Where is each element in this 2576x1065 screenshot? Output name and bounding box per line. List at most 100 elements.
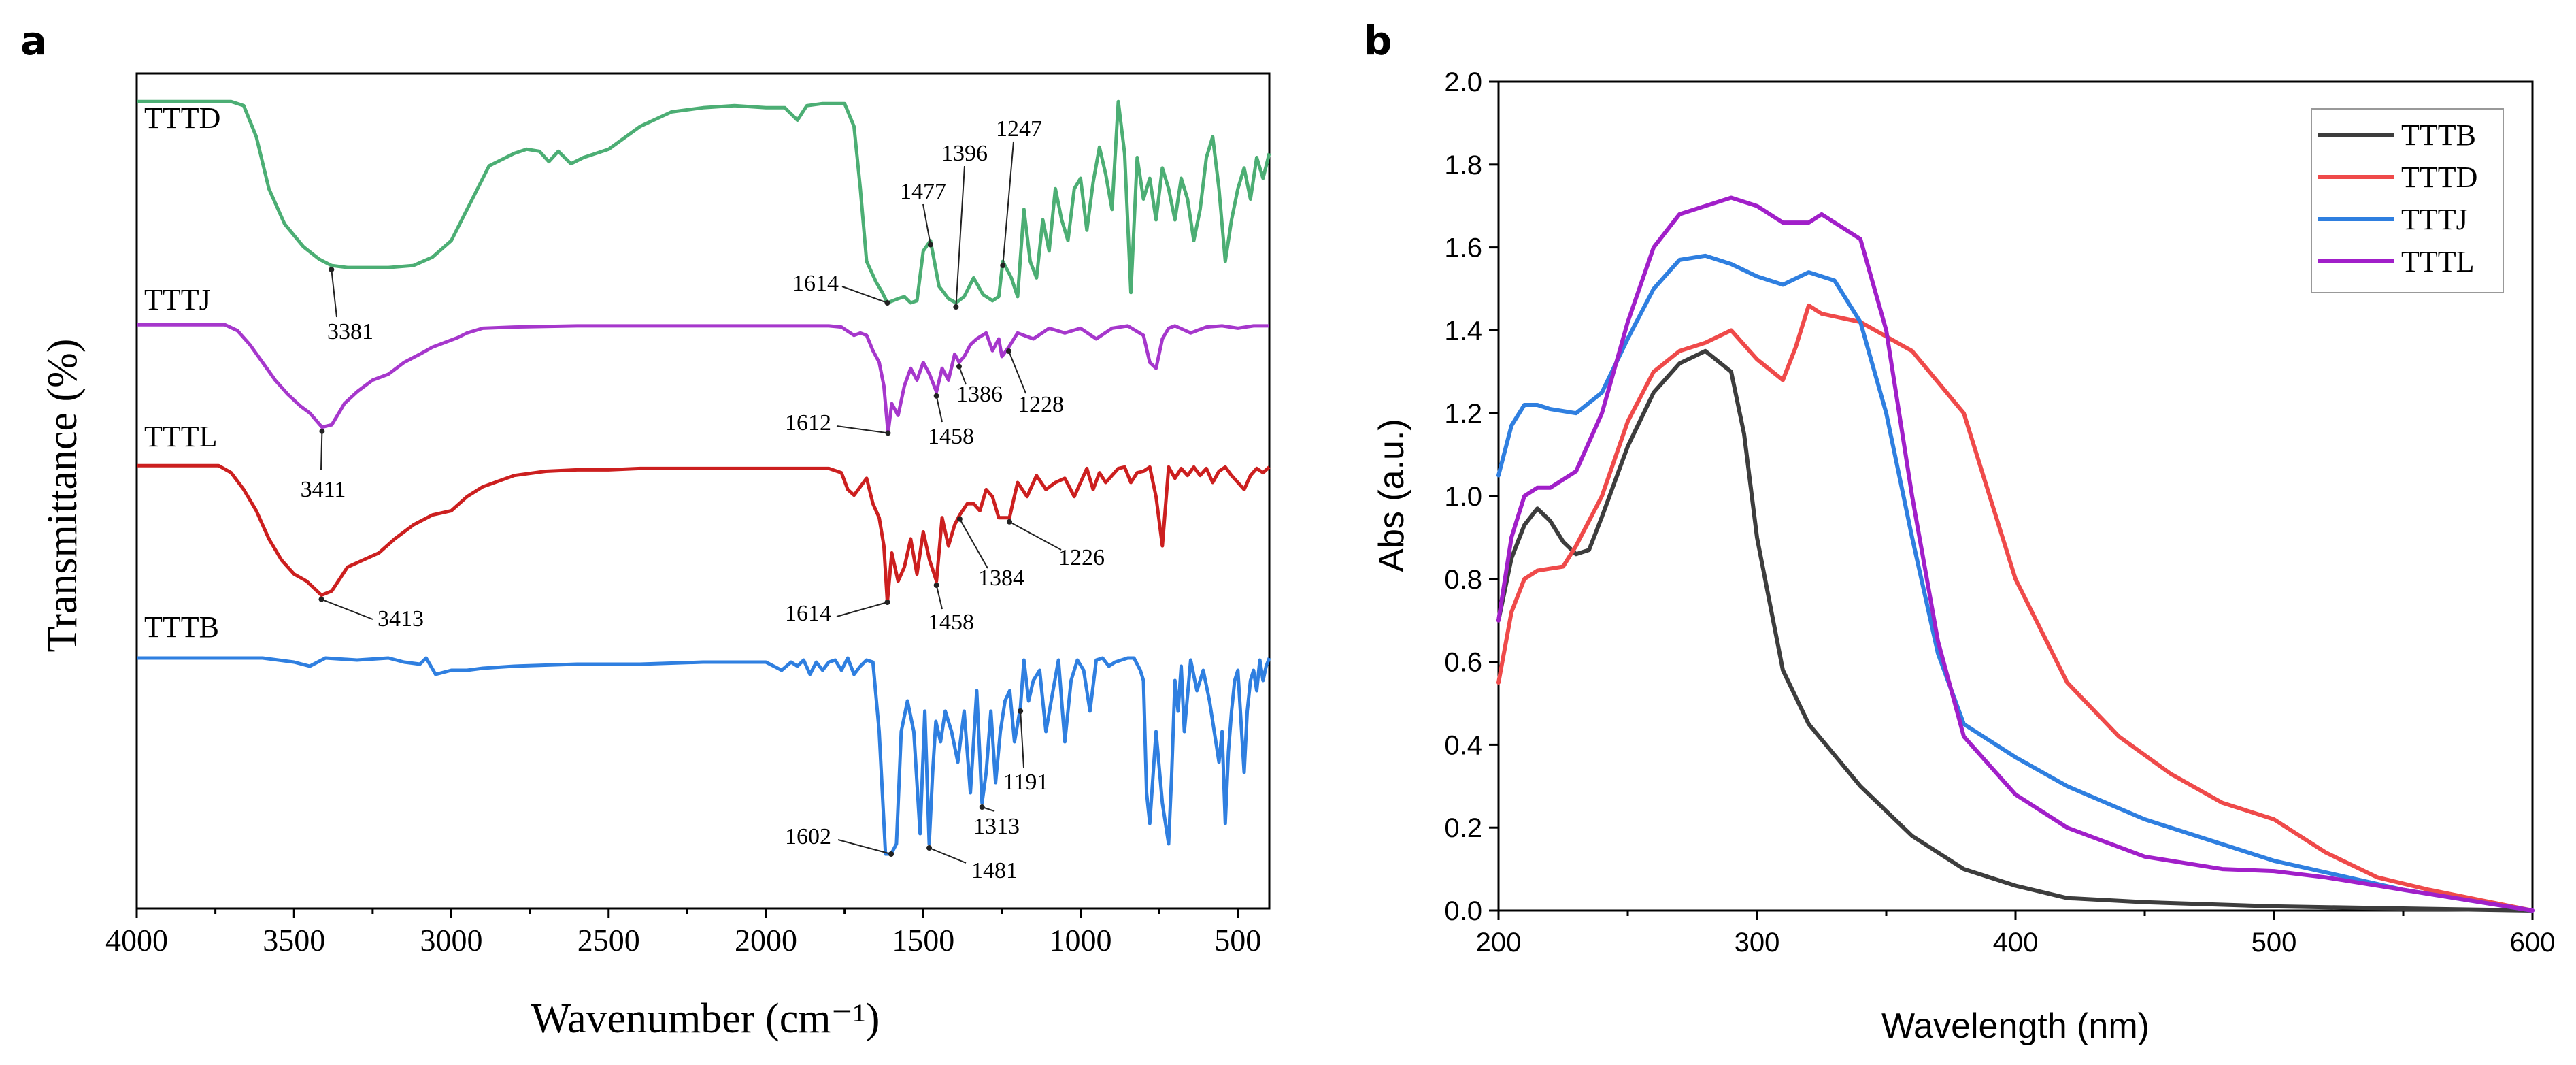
uv-panel: 200 300 400 500 600 0.0 0.2 0.4 0.6 0.8 1.0 1.2 1.4…	[1372, 67, 2555, 1046]
ir-annotation-arrowhead	[1000, 263, 1006, 268]
uv-y-tick-label: 0.4	[1444, 730, 1482, 760]
uv-y-tick-label: 0.6	[1444, 648, 1482, 678]
ir-x-tick-label: 2000	[735, 923, 797, 957]
uv-y-tick-label: 1.8	[1444, 150, 1482, 180]
ir-series-label-tttd: TTTD	[144, 101, 220, 135]
ir-x-axis-title: Wavenumber (cm⁻¹)	[531, 996, 880, 1042]
uv-x-axis: 200 300 400 500 600	[1476, 911, 2556, 957]
uv-y-tick-label: 0.0	[1444, 896, 1482, 926]
ir-peak-annotations: 3381 1614 1477 1396 1247 3411 1612 1458 1386 1228…	[301, 116, 1105, 883]
ir-peak-label-tttj-3411: 3411	[301, 477, 346, 502]
ir-annotation-arrow	[922, 203, 931, 245]
ir-annotation-arrowhead	[927, 242, 933, 248]
ir-series-line-tttb	[137, 656, 1271, 856]
ir-peak-label-tttl-1384: 1384	[978, 566, 1024, 591]
ir-annotation-arrowhead	[956, 363, 962, 370]
legend-label-tttl: TTTL	[2401, 245, 2475, 278]
ir-annotation-arrowhead	[953, 304, 959, 310]
uv-y-tick-label: 2.0	[1444, 67, 1482, 97]
uv-y-tick-label: 0.8	[1444, 565, 1482, 595]
ir-peak-label-tttj-1228: 1228	[1018, 392, 1064, 417]
ir-x-axis: 4000 3500 3000 2500 2000 1500 1000 500	[105, 908, 1261, 957]
ir-annotation-arrowhead	[319, 428, 325, 434]
ir-annotation-arrow	[1009, 521, 1062, 551]
ir-annotation-arrow	[836, 425, 888, 434]
ir-series-line-tttl	[137, 463, 1271, 604]
ir-x-tick-label: 1500	[892, 923, 954, 957]
ir-peak-label-tttl-1458: 1458	[928, 610, 974, 635]
uv-y-tick-label: 1.2	[1444, 399, 1482, 429]
legend-label-tttj: TTTJ	[2401, 203, 2468, 236]
ir-y-axis-title: Transmittance (%)	[39, 339, 86, 653]
uv-x-axis-title: Wavelength (nm)	[1881, 1006, 2150, 1046]
legend-label-tttb: TTTB	[2401, 118, 2476, 152]
ir-annotation-arrow	[331, 269, 337, 318]
ir-annotation-arrowhead	[318, 596, 324, 602]
legend-label-tttd: TTTD	[2401, 161, 2477, 194]
uv-x-tick-label: 300	[1735, 928, 1780, 957]
ir-annotation-arrow	[959, 519, 988, 569]
ir-annotation-arrowhead	[888, 851, 894, 857]
ir-annotation-arrow	[320, 431, 323, 470]
panel-b-letter: b	[1364, 18, 1392, 64]
ir-annotation-arrow	[1002, 141, 1014, 266]
ir-peak-label-tttd-3381: 3381	[327, 319, 373, 344]
ir-peak-label-tttl-1614: 1614	[785, 601, 831, 626]
uv-x-tick-label: 400	[1993, 928, 2039, 957]
uv-series-line-tttj	[1496, 253, 2535, 913]
ir-series-label-tttl: TTTL	[144, 420, 218, 453]
ir-series-label-tttj: TTTJ	[144, 283, 211, 316]
uv-series-group	[1496, 195, 2535, 913]
ir-annotation-arrowhead	[956, 516, 963, 522]
ir-x-tick-label: 2500	[578, 923, 640, 957]
ir-annotation-arrowhead	[885, 430, 891, 436]
ir-annotation-arrow	[958, 366, 967, 385]
ir-annotation-arrow	[321, 598, 373, 620]
ir-x-tick-label: 3500	[263, 923, 325, 957]
ir-peak-label-tttd-1247: 1247	[996, 116, 1042, 142]
panel-a-letter: a	[20, 18, 47, 64]
ir-annotation-arrowhead	[1006, 519, 1012, 525]
ir-series-line-tttj	[137, 323, 1269, 435]
ir-annotation-arrowhead	[329, 267, 335, 273]
ir-annotation-arrowhead	[1018, 708, 1024, 714]
ir-annotation-arrowhead	[884, 300, 890, 306]
ir-peak-label-tttb-1602: 1602	[785, 824, 831, 849]
ir-annotation-arrowhead	[926, 845, 933, 851]
ir-peak-label-tttj-1458: 1458	[928, 424, 974, 449]
uv-y-tick-label: 1.4	[1444, 316, 1482, 346]
ir-annotation-arrow	[836, 602, 888, 617]
ir-x-tick-label: 3000	[420, 923, 483, 957]
ir-annotation-arrowhead	[933, 582, 939, 588]
ir-annotation-arrow	[935, 395, 943, 423]
ir-series-line-tttd	[137, 99, 1271, 305]
ir-x-tick-label: 4000	[105, 923, 168, 957]
uv-y-tick-label: 0.2	[1444, 813, 1482, 843]
uv-y-axis-title: Abs (a.u.)	[1372, 419, 1411, 572]
uv-series-line-tttl	[1496, 195, 2535, 913]
ir-panel: 4000 3500 3000 2500 2000 1500 1000 500 Wavenumb…	[39, 72, 1271, 1042]
uv-legend: TTTB TTTD TTTJ TTTL	[2311, 108, 2504, 293]
ir-annotation-arrow	[841, 286, 888, 304]
ir-annotation-arrowhead	[979, 804, 985, 810]
ir-peak-label-tttd-1477: 1477	[900, 179, 946, 204]
uv-x-tick-label: 200	[1476, 928, 1522, 957]
ir-peak-label-tttd-1614: 1614	[792, 271, 839, 296]
ir-annotation-arrow	[929, 847, 967, 864]
ir-annotation-arrowhead	[933, 393, 939, 399]
ir-annotation-arrow	[1020, 710, 1024, 768]
uv-x-tick-label: 600	[2510, 928, 2556, 957]
ir-peak-label-tttb-1481: 1481	[971, 858, 1018, 883]
uv-y-axis: 0.0 0.2 0.4 0.6 0.8 1.0 1.2 1.4 1.6 1.8 2.0	[1444, 67, 1499, 926]
ir-x-tick-label: 1000	[1050, 923, 1112, 957]
uv-series-line-tttd	[1496, 303, 2535, 913]
ir-annotation-arrow	[837, 839, 892, 855]
uv-series-line-tttb	[1496, 348, 2535, 913]
ir-peak-label-tttl-3413: 3413	[378, 606, 424, 632]
uv-x-tick-label: 500	[2252, 928, 2297, 957]
ir-series-group	[137, 99, 1271, 856]
ir-peak-label-tttb-1191: 1191	[1003, 770, 1049, 795]
uv-y-tick-label: 1.6	[1444, 233, 1482, 263]
ir-x-tick-label: 500	[1214, 923, 1261, 957]
